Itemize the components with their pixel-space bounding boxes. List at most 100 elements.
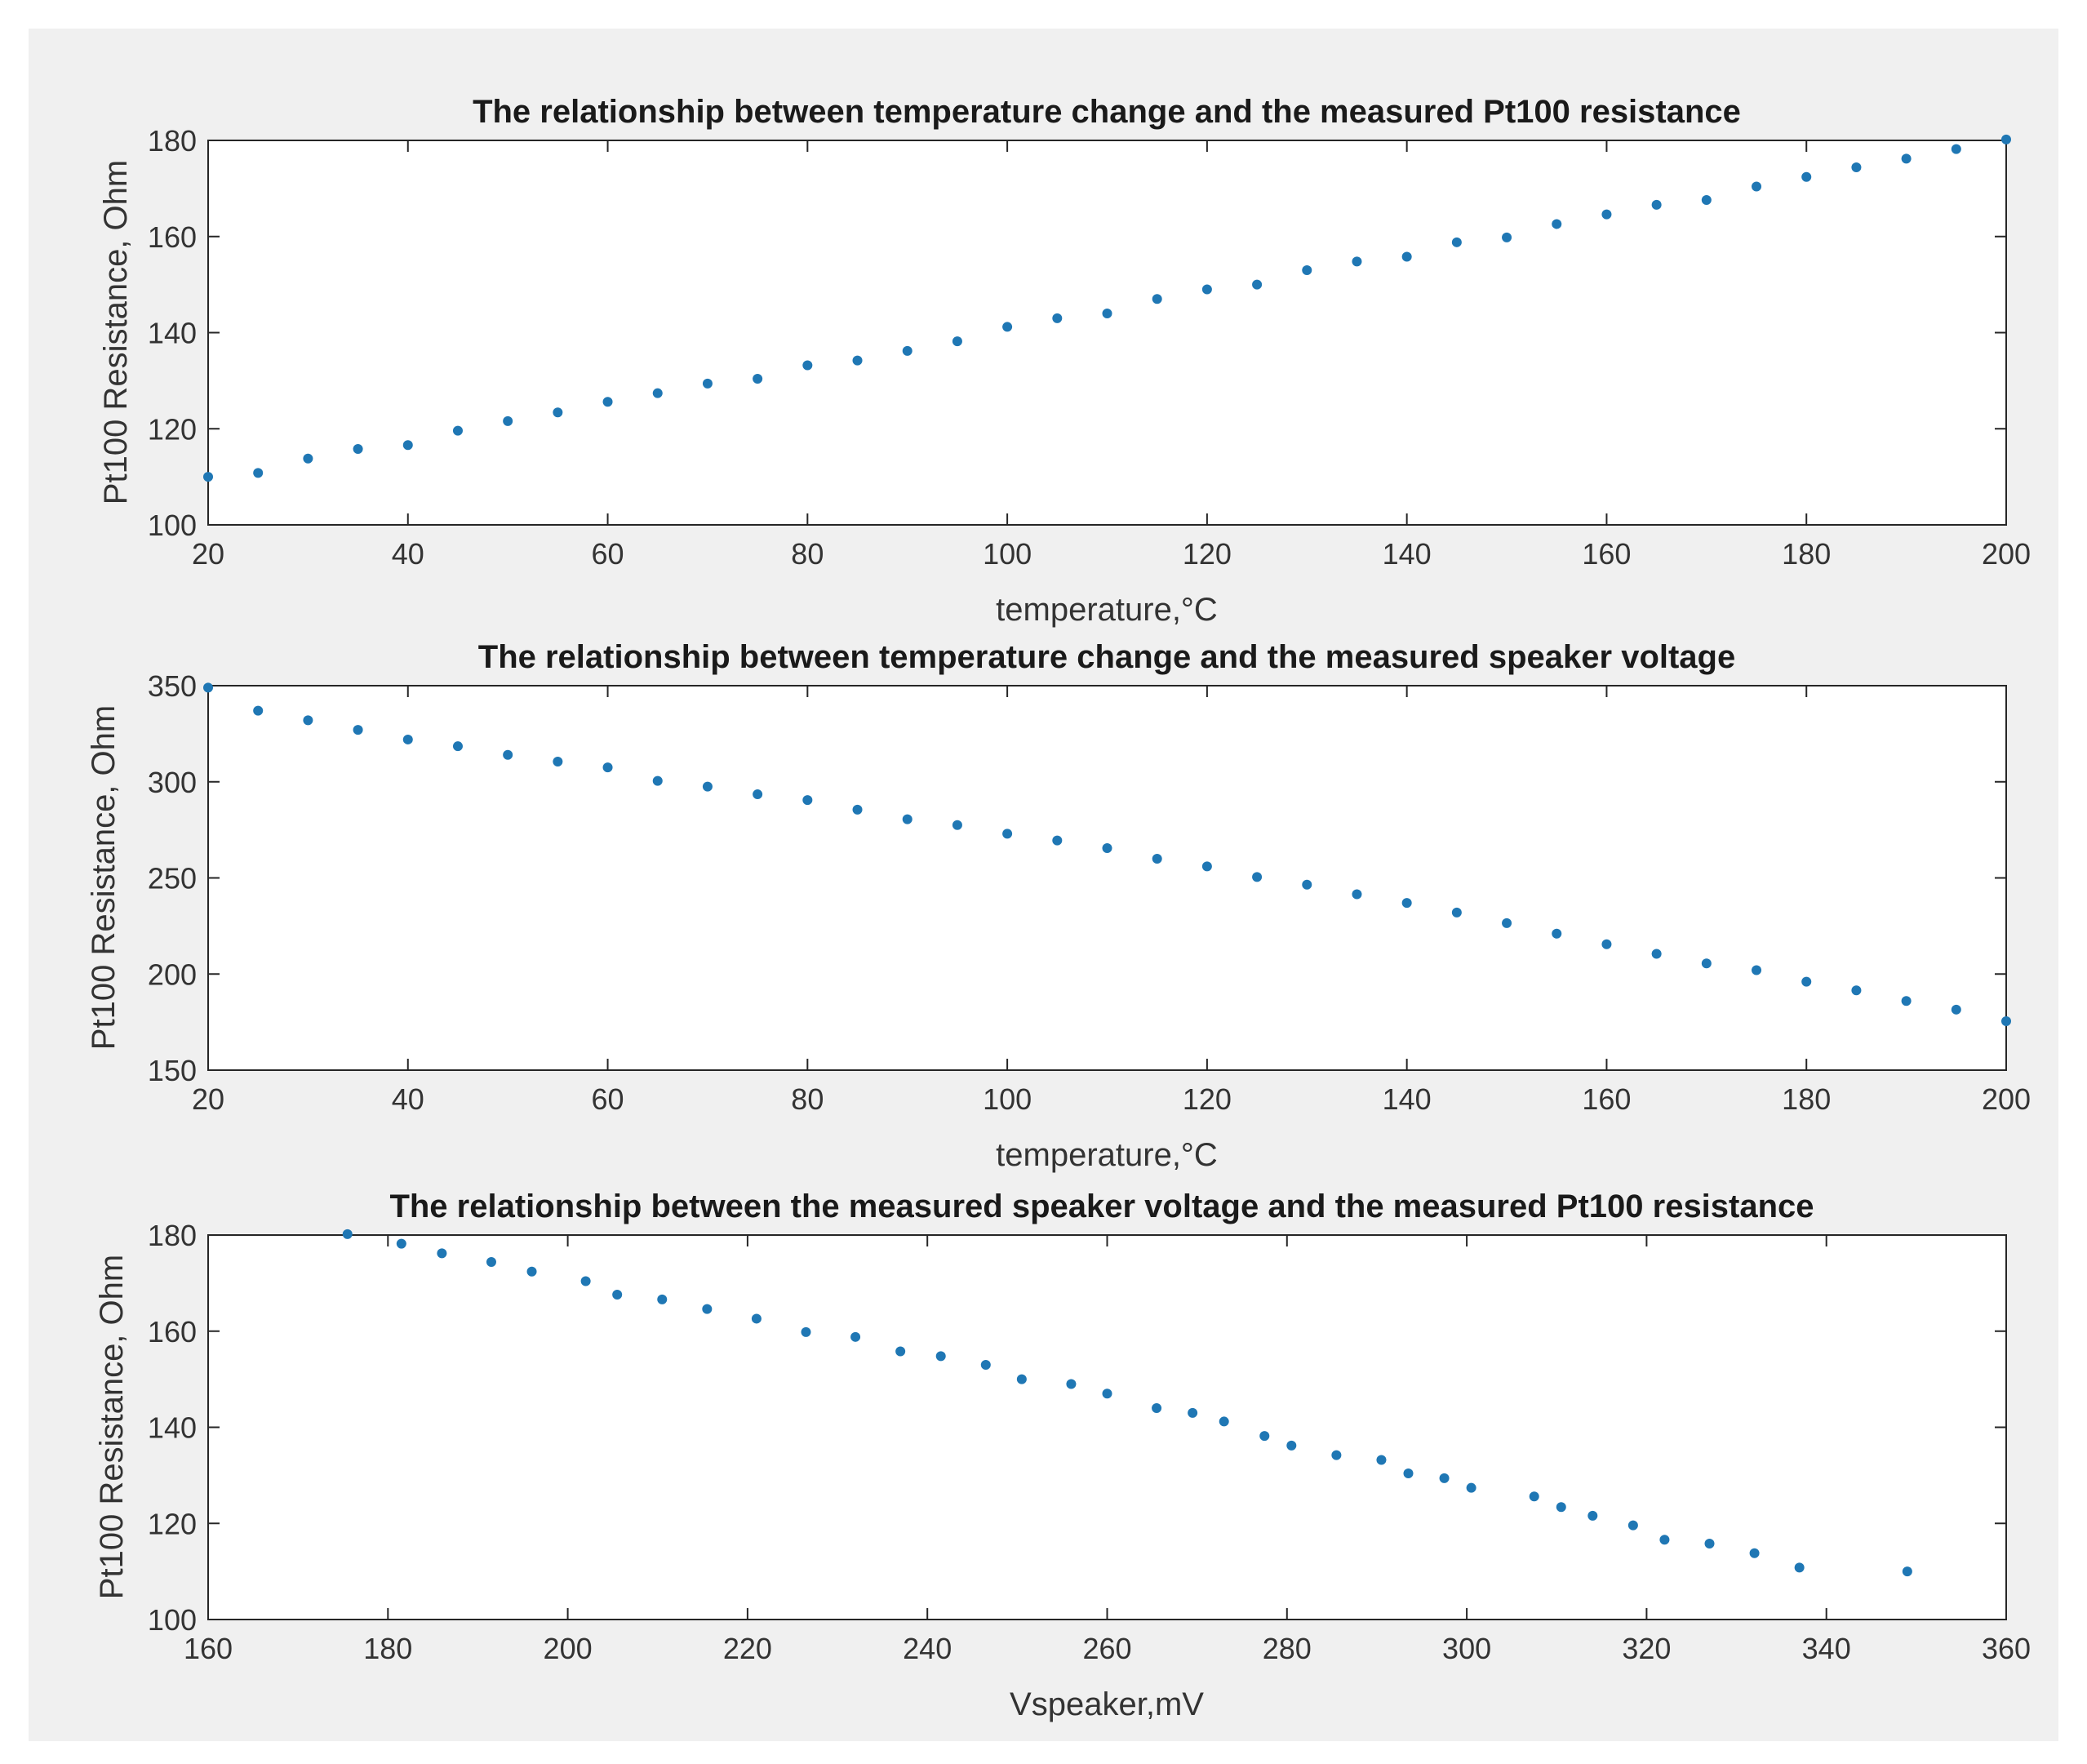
data-point	[1801, 976, 1812, 987]
y-tick-label: 160	[148, 220, 197, 254]
x-tick-label: 260	[1082, 1632, 1131, 1665]
data-point	[702, 781, 713, 792]
data-point	[1401, 898, 1412, 909]
data-point	[602, 762, 613, 773]
data-point	[1529, 1491, 1539, 1502]
data-point	[353, 725, 363, 735]
data-point	[802, 360, 813, 371]
data-point	[452, 425, 463, 436]
data-points	[203, 682, 2011, 1026]
data-point	[1201, 284, 1212, 295]
data-point	[526, 1266, 537, 1277]
data-point	[2001, 134, 2011, 144]
data-point	[1302, 879, 1312, 890]
x-axis: 20 40 60 80 100 120 140 160 180 200	[192, 140, 2031, 571]
x-tick-label: 80	[791, 1082, 824, 1116]
data-point	[1152, 294, 1162, 304]
x-axis-label: temperature,°C	[996, 592, 1218, 628]
y-axis-label: Pt100 Resistance, Ohm	[94, 1255, 130, 1599]
data-point	[580, 1276, 591, 1286]
plot-title: The relationship between temperature cha…	[473, 94, 1741, 130]
data-point	[452, 741, 463, 752]
data-point	[1651, 199, 1662, 210]
x-tick-label: 60	[592, 537, 624, 571]
subplot-temperature-vs-resistance: 20 40 60 80 100 120 140 160 180 200 1001201401601…	[98, 94, 2031, 628]
x-tick-label: 60	[592, 1082, 624, 1116]
data-point	[1951, 1004, 1961, 1015]
data-point	[1403, 1469, 1414, 1479]
x-tick-label: 360	[1982, 1632, 2031, 1665]
data-point	[1951, 144, 1961, 154]
x-tick-label: 300	[1442, 1632, 1491, 1665]
x-tick-label: 160	[1582, 1082, 1631, 1116]
x-axis-label: Vspeaker,mV	[1010, 1686, 1204, 1722]
data-point	[503, 415, 513, 426]
data-point	[503, 749, 513, 760]
y-axis: 100 120 140 160 180	[148, 1219, 2006, 1637]
data-point	[303, 453, 313, 464]
y-tick-label: 150	[148, 1054, 197, 1087]
axes-box	[207, 1234, 2007, 1620]
x-axis-label: temperature,°C	[996, 1137, 1218, 1173]
y-tick-label: 100	[148, 509, 197, 542]
x-tick-label: 40	[392, 1082, 424, 1116]
data-point	[1651, 949, 1662, 959]
data-point	[203, 472, 213, 482]
data-point	[753, 374, 763, 384]
data-point	[396, 1238, 406, 1249]
data-point	[652, 388, 663, 398]
y-tick-label: 160	[148, 1315, 197, 1349]
x-tick-label: 160	[184, 1632, 233, 1665]
y-tick-label: 180	[148, 1219, 197, 1252]
data-point	[801, 1326, 811, 1337]
data-point	[1376, 1455, 1387, 1465]
data-point	[1102, 1389, 1112, 1399]
data-point	[402, 734, 413, 744]
data-point	[1252, 279, 1263, 290]
y-tick-label: 350	[148, 669, 197, 703]
subplot-voltage-vs-resistance: 160 180 200 220 240 260 280 300 320 340 360 100 120…	[94, 1189, 2031, 1722]
data-point	[1627, 1520, 1638, 1531]
data-point	[1901, 996, 1912, 1006]
axes-box	[207, 140, 2007, 526]
x-tick-label: 100	[983, 537, 1032, 571]
y-tick-label: 180	[148, 124, 197, 158]
plot-title: The relationship between the measured sp…	[389, 1189, 1814, 1224]
data-point	[802, 795, 813, 806]
y-axis: 150 200 250 300 350	[148, 669, 2006, 1087]
y-tick-label: 140	[148, 317, 197, 350]
data-point	[702, 1304, 713, 1314]
data-point	[612, 1290, 623, 1300]
data-point	[1302, 264, 1312, 275]
subplot-temperature-vs-speaker-voltage: 20 40 60 80 100 120 140 160 180 200 150 200 250 300 3…	[86, 639, 2031, 1173]
data-point	[1902, 1566, 1912, 1577]
data-point	[1552, 219, 1562, 229]
data-point	[1587, 1510, 1598, 1521]
data-point	[753, 789, 763, 800]
data-point	[1851, 162, 1862, 172]
data-point	[1188, 1407, 1198, 1418]
data-point	[1701, 958, 1712, 969]
data-point	[1259, 1431, 1270, 1442]
x-tick-label: 340	[1802, 1632, 1851, 1665]
data-point	[852, 355, 863, 366]
x-tick-label: 160	[1582, 537, 1631, 571]
data-point	[652, 775, 663, 786]
data-point	[1066, 1379, 1077, 1389]
x-tick-label: 120	[1183, 1082, 1232, 1116]
x-tick-label: 320	[1622, 1632, 1671, 1665]
data-point	[342, 1229, 353, 1239]
data-point	[353, 443, 363, 454]
x-axis: 160 180 200 220 240 260 280 300 320 340 360	[184, 1235, 2031, 1665]
data-point	[1901, 153, 1912, 164]
data-point	[602, 397, 613, 407]
x-tick-label: 20	[192, 1082, 224, 1116]
x-tick-label: 120	[1183, 537, 1232, 571]
data-point	[1002, 829, 1013, 839]
data-point	[1152, 1402, 1162, 1413]
data-point	[1659, 1535, 1670, 1545]
data-point	[1016, 1374, 1027, 1384]
axes-box	[207, 685, 2007, 1071]
data-point	[1502, 232, 1512, 242]
data-point	[952, 336, 962, 347]
